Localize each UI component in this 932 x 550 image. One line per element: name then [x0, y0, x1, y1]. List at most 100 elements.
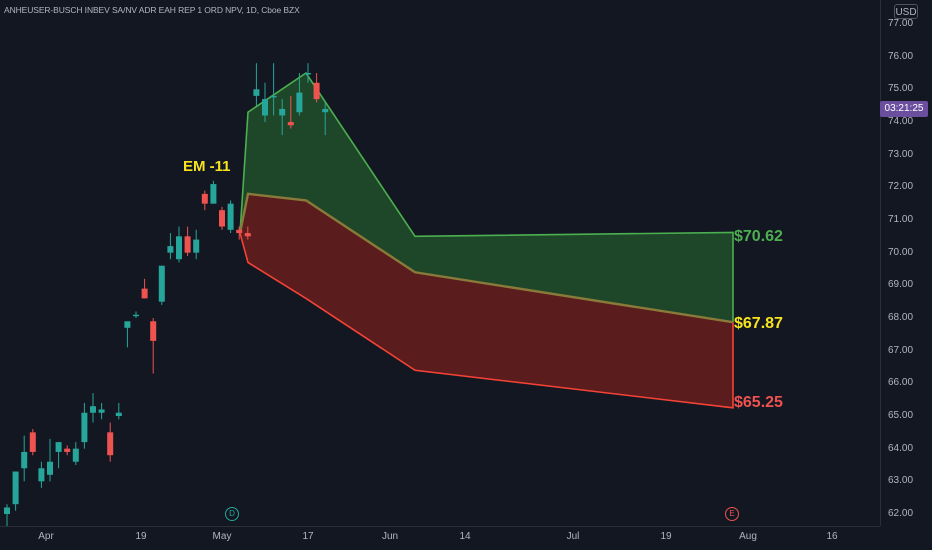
candle: [184, 226, 191, 256]
candle-body: [29, 432, 36, 452]
last-price-countdown: 03:21:25: [884, 103, 924, 114]
time-axis[interactable]: [0, 526, 880, 550]
candle: [4, 504, 10, 526]
candle: [12, 471, 19, 511]
candle-body: [141, 288, 148, 299]
candle: [38, 461, 45, 488]
candle-body: [21, 451, 28, 469]
candle-body: [124, 321, 131, 328]
price-tick: 62.00: [888, 508, 914, 519]
price-tick: 67.00: [888, 344, 914, 356]
earnings-marker[interactable]: E: [725, 507, 739, 521]
upper-level-label: $70.62: [734, 228, 783, 245]
candle: [244, 226, 251, 240]
candle: [219, 206, 225, 230]
candle: [98, 402, 105, 420]
price-tick: 73.00: [888, 148, 914, 160]
upper-zone: [240, 73, 733, 323]
candle: [305, 63, 311, 83]
time-tick: 14: [459, 531, 471, 542]
candle: [115, 402, 122, 420]
price-tick: 72.00: [888, 181, 914, 193]
candle-body: [227, 203, 234, 230]
candle-body: [150, 321, 157, 341]
candle: [287, 95, 294, 129]
candle: [81, 402, 88, 449]
candle-body: [4, 507, 10, 514]
lower-level-label: $65.25: [734, 394, 783, 411]
candle-body: [64, 448, 71, 452]
mid-level-label: $67.87: [734, 315, 783, 332]
candle: [150, 318, 157, 374]
candle-body: [270, 95, 277, 98]
mid-line: [238, 192, 734, 324]
time-tick: May: [212, 531, 232, 542]
candle: [236, 226, 243, 240]
expected-move-label: EM -11: [183, 158, 231, 175]
dividend-marker[interactable]: D: [225, 507, 239, 521]
candle-body: [296, 92, 303, 113]
candle: [124, 321, 131, 348]
currency-badge[interactable]: USD: [894, 4, 918, 19]
price-tick: 77.00: [888, 18, 914, 29]
candle-body: [322, 108, 329, 113]
candle-body: [107, 432, 114, 456]
price-tick: 74.00: [888, 116, 914, 127]
candle: [90, 393, 96, 423]
candle-body: [262, 99, 268, 116]
candle: [29, 429, 36, 456]
price-tick: 68.00: [888, 312, 914, 323]
candle: [322, 102, 329, 136]
candle: [158, 265, 165, 305]
candle-body: [305, 73, 311, 75]
upper-boundary-line: [239, 71, 734, 323]
candle: [227, 200, 234, 234]
time-tick: Jun: [381, 531, 399, 542]
symbol-title: ANHEUSER-BUSCH INBEV SA/NV ADR EAH REP 1…: [4, 5, 300, 15]
candle-body: [176, 236, 182, 260]
candle-body: [98, 409, 105, 413]
candle-body: [81, 412, 88, 443]
time-tick: Aug: [739, 531, 757, 542]
candle: [167, 233, 174, 260]
price-tick: 75.00: [888, 83, 914, 95]
expected-move-zones: [238, 71, 734, 409]
candle-body: [279, 108, 286, 116]
candle: [133, 311, 139, 318]
candle: [141, 278, 148, 299]
price-tick: 63.00: [888, 475, 914, 487]
candle-body: [158, 265, 165, 302]
candle-body: [287, 122, 294, 126]
price-chart[interactable]: [0, 0, 880, 526]
candle-body: [201, 193, 208, 204]
candle-body: [47, 461, 53, 475]
candle-body: [90, 406, 96, 413]
lower-zone: [240, 193, 733, 408]
time-tick: 19: [135, 531, 147, 542]
candle-body: [210, 184, 217, 204]
candle-body: [72, 448, 79, 462]
candle: [193, 229, 200, 260]
candle: [107, 422, 114, 462]
candle: [47, 438, 53, 482]
price-tick: 69.00: [888, 279, 914, 291]
candle: [262, 82, 268, 122]
time-tick: 16: [826, 531, 838, 542]
candlestick-series: [4, 63, 329, 526]
candle: [55, 442, 62, 469]
candle-body: [193, 239, 200, 253]
candle: [313, 73, 320, 103]
candle-body: [184, 236, 191, 253]
candle-body: [38, 468, 45, 482]
candle: [201, 190, 208, 211]
candle: [64, 445, 71, 456]
candle-body: [133, 314, 139, 317]
candle: [253, 63, 260, 106]
time-tick: 17: [302, 531, 314, 542]
candle: [176, 226, 182, 263]
candle-body: [236, 229, 243, 234]
lower-boundary-line: [239, 232, 734, 409]
price-axis[interactable]: [880, 0, 932, 526]
candle-body: [12, 471, 19, 505]
candle: [270, 63, 277, 116]
